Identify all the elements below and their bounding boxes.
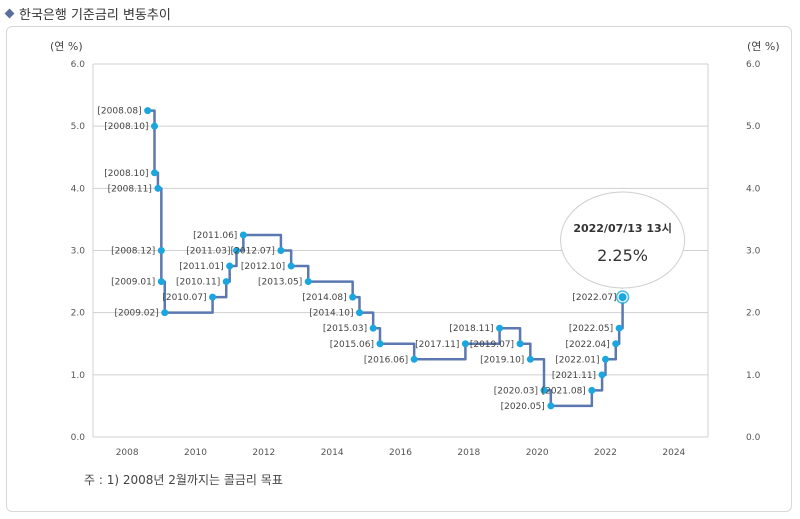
data-label: [2021.11] [552,371,596,381]
data-point [161,309,169,317]
data-label: [2008.12] [111,247,155,257]
page-title-text: 한국은행 기준금리 변동추이 [19,8,171,23]
y-tick-label-left: 2.0 [71,309,86,319]
data-point [233,247,240,254]
data-label: [2010.11] [176,278,220,288]
data-point [461,340,469,348]
data-label: [2019.10] [480,355,524,365]
y-tick-label-right: 4.0 [746,184,761,194]
x-tick-label: 2016 [389,448,412,458]
data-point [410,355,418,363]
x-tick-label: 2022 [594,448,617,458]
data-label: [2019.07] [470,340,514,350]
data-point [516,340,524,348]
x-tick-label: 2014 [321,448,344,458]
data-point [496,324,504,332]
y-unit-label-left: (연 %) [50,40,83,53]
footnote: 주 : 1) 2008년 2월까지는 콜금리 목표 [84,473,283,487]
y-tick-label-left: 5.0 [71,122,86,132]
page-title: 한국은행 기준금리 변동추이 [4,4,171,23]
data-label: [2008.11] [108,184,152,194]
y-tick-label-left: 4.0 [71,184,86,194]
data-point [356,309,363,317]
y-tick-label-right: 3.0 [746,247,761,257]
data-point [151,169,158,177]
data-label: [2022.05] [569,324,613,334]
data-label: [2020.03] [494,386,538,396]
data-point [547,402,555,410]
tooltip-bubble [560,191,686,289]
data-label: [2015.06] [330,340,374,350]
x-tick-label: 2018 [457,448,480,458]
y-tick-label-left: 0.0 [71,433,86,443]
data-label: [2022.01] [555,355,599,365]
data-label: [2015.03] [323,324,367,334]
y-tick-label-left: 1.0 [71,371,86,381]
data-point [588,386,596,394]
data-label: [2009.01] [111,278,155,288]
data-point [618,293,627,302]
data-point [144,107,152,115]
tooltip-value: 2.25% [597,246,648,265]
data-label: [2012.07] [231,247,275,257]
data-label: [2017.11] [415,340,459,350]
chart-container [6,26,792,512]
y-tick-label-left: 6.0 [71,60,86,70]
data-point [598,371,606,379]
data-point [612,340,620,348]
data-label: [2022.04] [566,340,610,350]
data-label: [2018.11] [449,324,493,334]
data-label: [2020.05] [501,402,545,412]
data-label: [2016.06] [364,355,408,365]
data-point [226,262,234,270]
x-tick-label: 2020 [526,448,549,458]
data-label: [2013.05] [258,278,302,288]
data-point [151,122,158,130]
y-tick-label-right: 0.0 [746,433,761,443]
y-tick-label-right: 2.0 [746,309,761,319]
data-point [222,278,230,286]
data-point [540,386,548,394]
y-tick-label-left: 3.0 [71,247,86,257]
x-tick-label: 2010 [184,448,207,458]
data-point [602,355,609,363]
tooltip-datetime: 2022/07/13 13시 [573,222,672,235]
data-label: [2022.07] [572,293,616,303]
data-label: [2012.10] [241,262,285,272]
data-label: [2021.08] [542,386,586,396]
data-label: [2008.08] [97,107,141,117]
data-label: [2011.01] [179,262,223,272]
data-point [277,247,285,254]
data-point [154,184,162,192]
x-tick-label: 2012 [252,448,275,458]
data-label: [2008.10] [104,169,148,179]
data-point [376,340,384,348]
data-point [239,231,247,239]
data-point [349,293,357,301]
data-label: [2014.10] [309,309,353,319]
data-point [157,247,165,254]
data-label: [2011.03] [186,247,230,257]
y-unit-label-right: (연 %) [747,40,780,53]
data-label: [2014.08] [302,293,346,303]
x-tick-label: 2008 [116,448,139,458]
y-tick-label-right: 6.0 [746,60,761,70]
data-label: [2009.02] [115,309,159,319]
data-point [157,278,165,286]
data-label: [2010.07] [162,293,206,303]
data-point [287,262,295,270]
y-tick-label-right: 5.0 [746,122,761,132]
x-tick-label: 2024 [662,448,685,458]
data-point [615,324,623,332]
data-point [304,278,312,286]
data-point [209,293,217,301]
data-point [369,324,377,332]
y-tick-label-right: 1.0 [746,371,761,381]
data-label: [2011.06] [193,231,237,241]
data-label: [2008.10] [104,122,148,132]
data-point [526,355,534,363]
